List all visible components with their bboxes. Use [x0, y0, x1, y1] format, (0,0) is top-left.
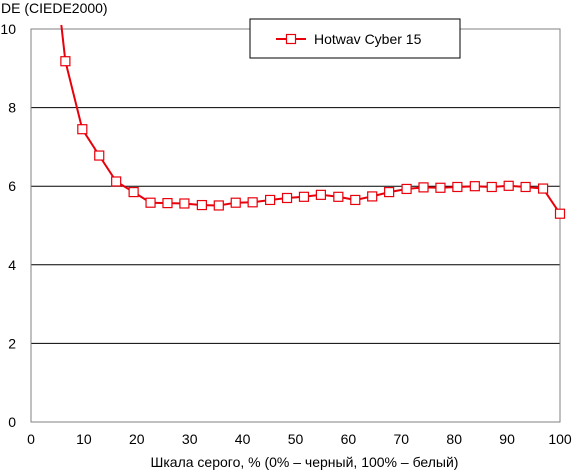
data-point-17 — [350, 194, 361, 206]
x-tick-label-90: 90 — [499, 431, 515, 447]
legend-label: Hotwav Cyber 15 — [314, 31, 422, 47]
data-point-20 — [401, 183, 412, 195]
data-point-22 — [435, 182, 446, 193]
x-tick-label-70: 70 — [394, 431, 410, 447]
x-tick-label-40: 40 — [235, 431, 251, 447]
data-point-1 — [77, 124, 88, 135]
x-tick-label-50: 50 — [288, 431, 304, 447]
data-point-29 — [554, 208, 566, 219]
y-tick-label-2: 2 — [8, 335, 16, 351]
legend-marker — [285, 33, 297, 45]
data-point-18 — [367, 191, 378, 202]
data-point-14 — [298, 191, 310, 202]
data-point-6 — [162, 197, 173, 209]
y-tick-label-4: 4 — [8, 257, 16, 273]
data-point-2 — [94, 150, 105, 161]
x-tick-label-10: 10 — [76, 431, 92, 447]
data-point-3 — [111, 176, 122, 187]
data-point-9 — [213, 200, 224, 211]
data-point-23 — [452, 181, 463, 193]
x-tick-label-100: 100 — [548, 431, 572, 447]
data-point-26 — [503, 180, 514, 191]
data-point-12 — [265, 194, 276, 206]
x-tick-label-60: 60 — [341, 431, 357, 447]
data-point-5 — [145, 197, 156, 208]
data-point-21 — [418, 182, 429, 193]
y-tick-labels: 0 2 4 6 8 10 — [0, 21, 16, 430]
data-point-27 — [520, 181, 531, 193]
data-point-0 — [60, 56, 71, 67]
y-axis-label: DE (CIEDE2000) — [1, 0, 108, 16]
data-point-11 — [247, 197, 258, 208]
data-point-24 — [469, 181, 480, 192]
data-point-13 — [281, 192, 293, 204]
data-point-28 — [537, 183, 549, 194]
x-tick-label-0: 0 — [27, 431, 35, 447]
x-tick-labels: 0 10 20 30 40 50 60 70 80 90 100 — [27, 431, 572, 447]
series-lead-line — [60, 24, 67, 62]
data-point-25 — [486, 181, 497, 193]
data-point-10 — [230, 197, 241, 208]
x-tick-label-20: 20 — [129, 431, 145, 447]
grid-lines — [31, 28, 560, 423]
data-point-15 — [315, 189, 326, 200]
y-tick-label-8: 8 — [8, 100, 16, 116]
data-point-8 — [196, 199, 207, 211]
plot-frame — [30, 28, 561, 423]
y-tick-label-10: 10 — [0, 21, 16, 37]
series-line — [64, 60, 561, 215]
x-tick-label-80: 80 — [446, 431, 462, 447]
y-tick-label-0: 0 — [8, 414, 16, 430]
data-point-4 — [128, 186, 139, 198]
x-tick-label-30: 30 — [182, 431, 198, 447]
series-layer — [60, 24, 566, 219]
legend: Hotwav Cyber 15 — [249, 18, 461, 59]
data-point-19 — [384, 186, 395, 198]
x-axis-label: Шкала серого, % (0% – черный, 100% – бел… — [151, 454, 459, 470]
data-point-16 — [333, 191, 344, 202]
data-point-7 — [179, 198, 190, 209]
y-tick-label-6: 6 — [8, 178, 16, 194]
